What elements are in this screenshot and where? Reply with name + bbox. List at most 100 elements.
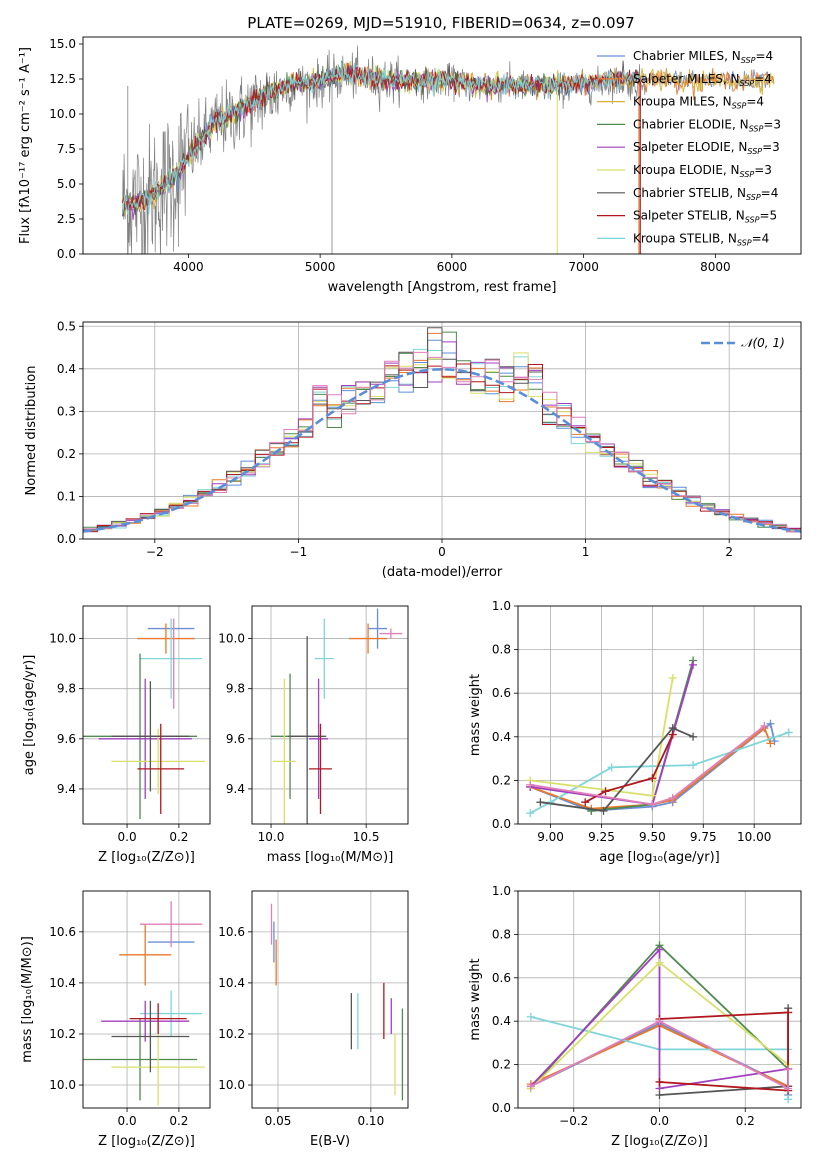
weight-marker xyxy=(668,673,677,682)
x-tick-label: 0.0 xyxy=(118,1114,137,1128)
y-tick-label: 12.5 xyxy=(49,72,76,86)
x-tick-label: 0.2 xyxy=(736,1114,755,1128)
x-tick-label: 6000 xyxy=(437,260,468,274)
errorbar-point xyxy=(140,990,203,1037)
legend-label-sub: SSP xyxy=(749,124,764,133)
weight-marker xyxy=(526,1012,535,1021)
y-tick-label: 0.6 xyxy=(492,686,511,700)
legend-label-tail: =4 xyxy=(754,72,772,86)
panel-spectrum: 4000 5000 6000 7000 8000 0.0 2.5 5.0 7.5 10.0 12.5… xyxy=(18,36,802,295)
axes-frame xyxy=(82,36,802,255)
axes-frame xyxy=(82,890,211,1109)
y-tick-label: 10.0 xyxy=(49,107,76,121)
legend-label: Salpeter MILES, NSSP=4 xyxy=(633,72,772,88)
y-tick-label: 0.6 xyxy=(492,971,511,985)
weight-marker xyxy=(655,1090,664,1099)
errorbar-point xyxy=(111,681,190,792)
weight-marker xyxy=(546,798,555,807)
weight-series xyxy=(526,721,769,809)
y-tick-label: 0.2 xyxy=(492,1058,511,1072)
weight-marker xyxy=(526,780,535,789)
y-tick-label: 10.0 xyxy=(218,632,245,646)
legend-label: Kroupa STELIB, NSSP=4 xyxy=(633,231,769,247)
plot-area-age_vs_mass xyxy=(271,608,403,824)
y-tick-label: 10.0 xyxy=(218,1078,245,1092)
legend-label-sub: SSP xyxy=(745,216,760,225)
panel-residuals: −2 −1 0 1 2 0.0 0.1 0.2 0.3 0.4 0.5 (data-model)/er… xyxy=(24,319,802,580)
weight-line xyxy=(591,660,694,812)
y-tick-label: 0.5 xyxy=(57,319,76,333)
y-tick-label: 0.0 xyxy=(492,817,511,831)
plot-area-age_vs_Z xyxy=(83,618,205,819)
x-tick-label: 5000 xyxy=(305,260,336,274)
x-axis-label: age [log₁₀(age/yr)] xyxy=(599,850,720,865)
x-tick-label: −0.2 xyxy=(559,1114,588,1128)
x-tick-label: 0 xyxy=(438,545,446,559)
y-tick-label: 1.0 xyxy=(492,884,511,898)
errorbar-point xyxy=(137,623,195,654)
legend-label-main: Chabrier STELIB, N xyxy=(633,186,746,200)
y-tick-label: 0.0 xyxy=(492,1101,511,1115)
weight-marker xyxy=(587,806,596,815)
weight-marker xyxy=(668,793,677,802)
legend-label: 𝒩(0, 1) xyxy=(741,336,785,350)
axes-frame xyxy=(517,605,802,825)
legend-label-main: Kroupa ELODIE, N xyxy=(633,163,740,177)
x-axis-label: wavelength [Angstrom, rest frame] xyxy=(328,280,557,295)
weight-marker xyxy=(655,1077,664,1086)
legend-label-main: Salpeter STELIB, N xyxy=(633,209,745,223)
x-tick-label: 9.00 xyxy=(537,830,564,844)
errorbar-point xyxy=(379,628,403,639)
weight-marker xyxy=(526,1082,535,1091)
errorbar-point xyxy=(140,901,203,948)
y-tick-label: 2.5 xyxy=(57,212,76,226)
x-tick-label: 0.0 xyxy=(118,830,137,844)
y-axis-label: Flux [fλ10⁻¹⁷ erg cm⁻² s⁻¹ A⁻¹] xyxy=(18,47,33,244)
model-spectrum-line xyxy=(122,65,557,220)
y-tick-label: 10.4 xyxy=(49,976,76,990)
y-tick-label: 15.0 xyxy=(49,37,76,51)
plot-area-spectrum xyxy=(122,45,775,254)
errorbar-point xyxy=(119,924,172,986)
x-tick-label: 4000 xyxy=(173,260,204,274)
legend-label-sub: SSP xyxy=(747,147,762,156)
x-tick-label: 8000 xyxy=(700,260,731,274)
weight-series xyxy=(655,1008,793,1095)
weight-line xyxy=(659,1011,789,1092)
plot-area-residuals xyxy=(83,327,801,533)
legend-label-sub: SSP xyxy=(732,102,747,111)
axes-frame xyxy=(251,605,409,825)
x-axis-label: Z [log₁₀(Z/Z⊙)] xyxy=(98,1134,195,1149)
x-axis-label: Z [log₁₀(Z/Z⊙)] xyxy=(611,1134,708,1149)
axes-frame xyxy=(517,890,802,1109)
legend-label-main: Kroupa MILES, N xyxy=(633,95,732,109)
weight-line xyxy=(529,722,776,812)
y-tick-label: 0.8 xyxy=(492,927,511,941)
axes-frame xyxy=(82,321,802,540)
weight-line xyxy=(540,727,694,812)
y-axis-label: age [log₁₀(age/yr)] xyxy=(22,655,37,776)
weight-marker xyxy=(655,945,664,954)
weight-marker xyxy=(648,774,657,783)
panel-mass_vs_ebv: 0.05 0.10 10.0 10.2 10.4 10.6 E(B-V) xyxy=(218,890,409,1149)
errorbar-point xyxy=(309,678,329,799)
x-axis-label: (data-model)/error xyxy=(382,565,503,580)
panel-mass_weight_vs_Z: −0.2 0.0 0.2 0.0 0.2 0.4 0.6 0.8 1.0 Z [log₁₀(Z/Z… xyxy=(468,884,802,1149)
weight-marker xyxy=(766,739,775,748)
errorbar-point xyxy=(314,618,334,699)
y-axis-label: Normed distribution xyxy=(24,366,39,496)
x-axis-label: E(B-V) xyxy=(310,1134,350,1149)
weight-series xyxy=(536,724,698,815)
y-axis-label: mass weight xyxy=(468,674,483,756)
normal-curve xyxy=(83,367,801,533)
x-tick-label: 9.50 xyxy=(639,830,666,844)
y-tick-label: 0.4 xyxy=(492,1014,511,1028)
plot-area-mass_vs_ebv xyxy=(270,903,404,1101)
legend-label-sub: SSP xyxy=(746,193,761,202)
weight-marker xyxy=(668,730,677,739)
y-tick-label: 9.6 xyxy=(226,732,245,746)
y-tick-label: 9.6 xyxy=(57,732,76,746)
weight-marker xyxy=(655,1017,664,1026)
legend-label: Kroupa ELODIE, NSSP=3 xyxy=(633,163,772,179)
legend-label-sub: SSP xyxy=(740,170,755,179)
